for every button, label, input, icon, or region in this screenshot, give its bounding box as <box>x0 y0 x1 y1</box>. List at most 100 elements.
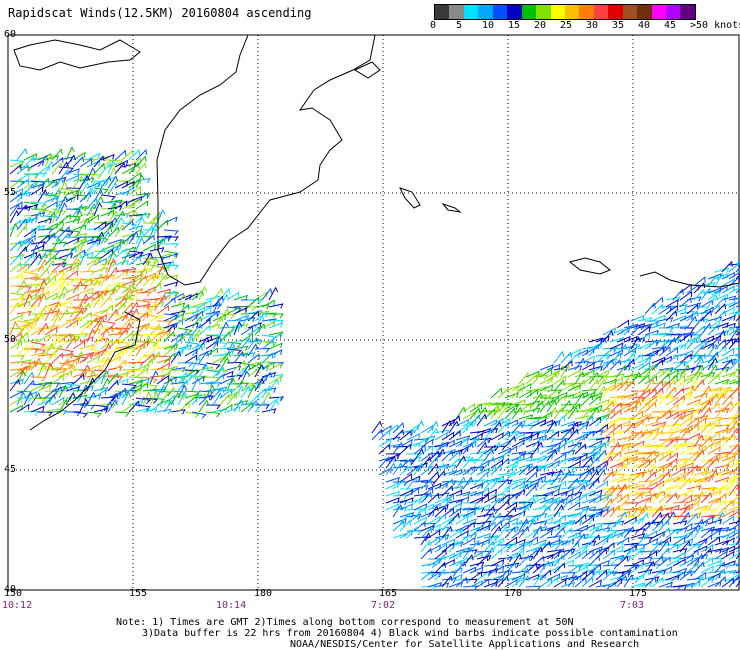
wind-barb <box>150 248 164 253</box>
wind-barb <box>589 496 601 503</box>
wind-barb <box>708 433 720 440</box>
wind-barb <box>687 486 701 491</box>
wind-barb <box>470 572 482 580</box>
wind-barb <box>157 220 168 230</box>
wind-barb <box>729 577 739 587</box>
wind-barb <box>192 377 204 384</box>
wind-barb <box>269 314 283 318</box>
wind-barb <box>575 485 585 496</box>
wind-barb <box>108 377 122 381</box>
wind-barb <box>442 544 453 552</box>
latitude-label: 45 <box>4 464 16 475</box>
note-line-1: Note: 1) Times are GMT 2)Times along bot… <box>116 617 574 628</box>
wind-barb <box>164 244 178 248</box>
wind-barb <box>491 433 503 440</box>
wind-barb <box>673 494 687 498</box>
wind-barb <box>582 491 595 496</box>
wind-barb <box>617 456 630 461</box>
wind-barb <box>10 406 22 413</box>
wind-barb <box>512 501 526 505</box>
wind-barb <box>568 408 578 419</box>
wind-barb <box>255 305 269 310</box>
wind-barb <box>694 522 708 526</box>
wind-barb <box>680 429 690 440</box>
wind-barb <box>101 195 115 200</box>
wind-barb <box>428 545 440 552</box>
wind-barb <box>638 318 652 323</box>
wind-barb <box>680 560 692 566</box>
swath-time-label: 7:02 <box>371 600 395 611</box>
wind-barb <box>498 423 508 434</box>
wind-barb <box>234 322 242 335</box>
wind-barb <box>421 466 432 475</box>
wind-barb <box>638 416 649 426</box>
wind-barb <box>715 380 728 385</box>
wind-barb <box>115 412 129 417</box>
wind-barb <box>568 392 581 398</box>
wind-barb <box>540 579 552 587</box>
wind-barb <box>157 321 171 325</box>
wind-barb <box>624 503 638 507</box>
wind-barb <box>498 432 510 440</box>
wind-barb <box>136 262 150 267</box>
wind-barb <box>638 498 651 504</box>
wind-barb <box>673 463 686 468</box>
wind-barb <box>73 412 87 417</box>
wind-barb <box>31 349 45 354</box>
wind-barb <box>94 336 102 349</box>
wind-barb <box>52 242 66 246</box>
wind-barb <box>17 336 25 349</box>
wind-barb <box>38 334 50 342</box>
wind-barb <box>262 409 276 414</box>
wind-barb <box>610 410 621 419</box>
wind-barb <box>115 271 127 279</box>
wind-barb <box>227 375 241 379</box>
wind-barb <box>185 391 199 396</box>
wind-barb <box>435 433 447 440</box>
wind-barb <box>428 517 440 524</box>
wind-barb <box>624 419 638 423</box>
wind-barb <box>554 505 564 517</box>
wind-barb <box>519 425 533 429</box>
wind-barb <box>610 462 623 468</box>
wind-barb <box>31 352 45 357</box>
wind-barb <box>652 360 663 370</box>
swath-time-label: 10:14 <box>216 600 246 611</box>
wind-barb <box>610 396 624 400</box>
wind-barb <box>701 510 715 514</box>
wind-barb <box>694 326 705 335</box>
wind-barb <box>631 464 644 469</box>
wind-barb <box>129 257 140 265</box>
wind-barb <box>108 367 122 372</box>
wind-barb <box>206 296 220 301</box>
wind-barb <box>694 277 705 286</box>
wind-barb <box>164 237 178 241</box>
wind-barb <box>652 474 664 482</box>
wind-barb <box>59 266 72 272</box>
wind-barb <box>694 307 708 311</box>
wind-barb <box>442 576 452 587</box>
wind-barb <box>73 373 86 378</box>
wind-barb <box>659 318 673 323</box>
wind-barb <box>652 369 664 377</box>
wind-barb <box>470 567 483 573</box>
wind-barb <box>185 307 199 311</box>
longitude-label: 165 <box>379 588 397 599</box>
wind-barb <box>533 476 546 482</box>
wind-barb <box>547 521 561 526</box>
wind-barb <box>533 420 546 426</box>
wind-barb <box>673 549 687 554</box>
wind-barb <box>547 512 560 517</box>
wind-barb <box>596 496 608 503</box>
coastlines <box>14 35 739 430</box>
wind-barb <box>652 358 665 364</box>
wind-barb <box>115 260 128 265</box>
wind-barb <box>101 321 115 327</box>
wind-barb <box>617 485 627 496</box>
longitude-label: 175 <box>629 588 647 599</box>
wind-barb <box>561 583 574 588</box>
wind-barb <box>59 198 72 203</box>
wind-barb <box>45 293 57 300</box>
wind-barb <box>87 318 98 328</box>
wind-barb <box>715 465 729 470</box>
